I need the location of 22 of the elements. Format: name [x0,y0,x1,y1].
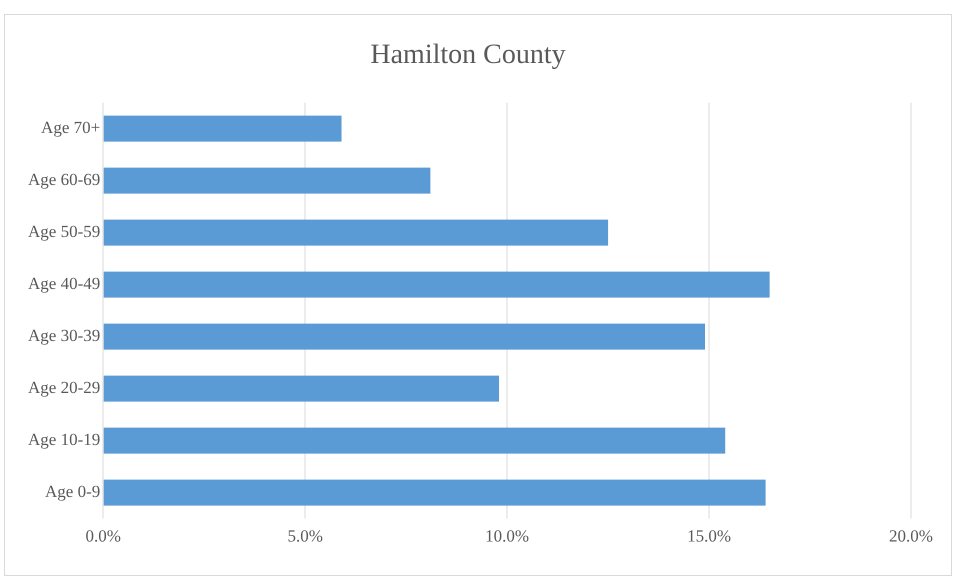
bar [104,428,726,454]
chart-title: Hamilton County [370,39,566,70]
bar [104,168,430,194]
y-tick-label: Age 50-59 [28,222,100,242]
y-tick-label: Age 60-69 [28,170,100,190]
x-tick-label: 15.0% [687,526,732,546]
bar [104,324,706,350]
y-tick-label: Age 70+ [41,118,100,138]
x-tick-label: 5.0% [287,526,323,546]
x-tick-label: 20.0% [889,526,933,546]
x-tick-label: 0.0% [86,526,121,546]
y-tick-label: Age 0-9 [45,482,100,502]
x-tick-label: 10.0% [485,526,530,546]
bar [104,220,608,246]
y-tick-label: Age 30-39 [28,326,100,346]
y-tick-label: Age 40-49 [28,274,100,294]
bar [104,116,342,142]
y-tick-label: Age 20-29 [28,378,100,398]
bar [104,480,766,506]
bar [104,272,770,298]
y-tick-label: Age 10-19 [28,430,100,450]
bar [104,376,500,402]
